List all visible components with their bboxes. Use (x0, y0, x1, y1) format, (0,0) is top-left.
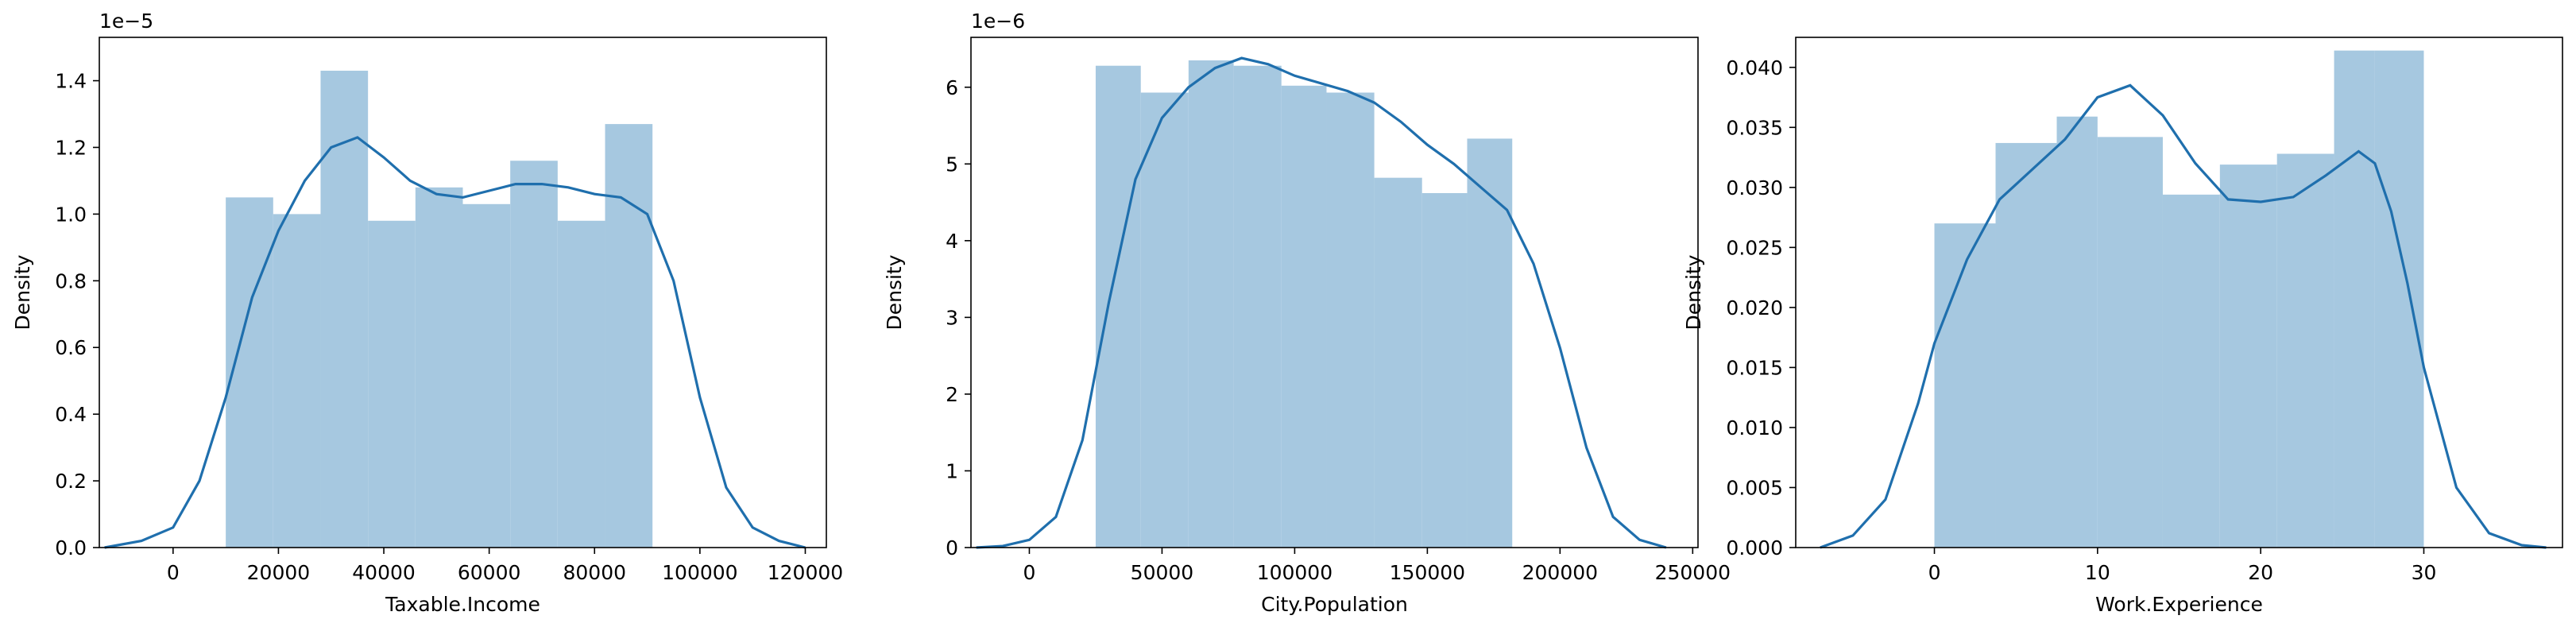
y-tick-label: 0.0 (55, 536, 87, 559)
histogram-bar (1326, 92, 1375, 548)
y-tick-label: 0.6 (55, 336, 87, 359)
x-axis-label: City.Population (1261, 593, 1408, 616)
histogram-bar (1281, 85, 1327, 548)
axes-frame (1795, 37, 2563, 548)
y-tick-label: 0.015 (1726, 356, 1783, 379)
y-tick-label: 0.4 (55, 403, 87, 426)
y-tick-label: 0.2 (55, 470, 87, 493)
panel-work-experience: 0 10 20 30 0.000 0.005 0.010 0.015 0.020 0.025 0.0… (1682, 37, 2563, 616)
histogram-bar (2162, 194, 2220, 548)
x-tick-label: 20 (2248, 561, 2273, 584)
x-tick-label: 120000 (768, 561, 843, 584)
y-offset-label: 1e−6 (971, 10, 1025, 33)
y-tick-label: 0.020 (1726, 296, 1783, 319)
x-tick-label: 100000 (1257, 561, 1332, 584)
histogram-bar (2276, 153, 2334, 548)
y-tick-label: 3 (946, 306, 958, 329)
x-tick-label: 250000 (1655, 561, 1731, 584)
x-tick-label: 20000 (247, 561, 311, 584)
y-tick-label: 0.8 (55, 269, 87, 292)
histogram-bar (2374, 50, 2424, 548)
y-tick-label: 5 (946, 153, 958, 176)
histogram-bar (2334, 50, 2375, 548)
histogram-bar (1095, 65, 1141, 548)
x-tick-label: 30 (2412, 561, 2437, 584)
histogram-bar (1934, 223, 1996, 548)
y-tick-label: 0.035 (1726, 116, 1783, 139)
histogram-bar (1374, 177, 1422, 548)
histogram-bar (1233, 65, 1282, 548)
panel-city-population: 0 50000 100000 150000 200000 250000 0 1 2 3 4 5 6 Cit… (883, 10, 1731, 616)
y-tick-label: 4 (946, 230, 958, 253)
x-tick-label: 40000 (352, 561, 416, 584)
y-axis-label: Density (1682, 254, 1705, 330)
x-tick-label: 0 (167, 561, 180, 584)
x-tick-label: 200000 (1522, 561, 1598, 584)
y-tick-label: 0.040 (1726, 56, 1783, 79)
y-tick-label: 0 (946, 536, 958, 559)
x-tick-label: 80000 (563, 561, 626, 584)
histogram-bar (2056, 116, 2098, 548)
histogram-bar (462, 203, 511, 548)
histogram-bar (1140, 92, 1189, 548)
histogram-bar (2219, 165, 2277, 548)
axes-frame (99, 37, 827, 548)
y-tick-label: 0.030 (1726, 176, 1783, 199)
x-tick-label: 60000 (458, 561, 521, 584)
histogram-bar (510, 161, 558, 548)
histogram-bar (1421, 192, 1468, 548)
y-tick-label: 0.010 (1726, 416, 1783, 439)
panel-taxable-income: 0 20000 40000 60000 80000 100000 120000 0.0 0.2 0… (11, 10, 843, 616)
x-tick-label: 100000 (662, 561, 737, 584)
kde-curve (976, 56, 1667, 549)
histogram-bar (415, 187, 463, 548)
y-tick-label: 0.005 (1726, 476, 1783, 499)
y-tick-label: 0.000 (1726, 536, 1783, 559)
y-offset-label: 1e−5 (99, 10, 153, 33)
y-tick-label: 2 (946, 383, 958, 406)
x-tick-label: 50000 (1131, 561, 1194, 584)
histogram-bar (1995, 142, 2057, 548)
histogram-bar (1467, 138, 1513, 548)
kde-curve (104, 136, 806, 549)
histogram-bar (226, 197, 273, 548)
histogram-bar (2097, 137, 2163, 548)
histogram-bar (557, 220, 605, 548)
y-tick-label: 0.025 (1726, 236, 1783, 259)
x-axis-label: Taxable.Income (385, 593, 540, 616)
histogram-bar (368, 220, 416, 548)
x-tick-label: 150000 (1390, 561, 1465, 584)
y-axis-label: Density (883, 254, 906, 330)
x-tick-label: 0 (1928, 561, 1941, 584)
y-tick-label: 1 (946, 459, 958, 482)
y-tick-label: 1.2 (55, 136, 87, 159)
y-axis-label: Density (11, 254, 34, 330)
histogram-bar (1188, 60, 1234, 548)
x-axis-label: Work.Experience (2095, 593, 2263, 616)
x-tick-label: 10 (2085, 561, 2110, 584)
histogram-bar (605, 124, 653, 548)
y-tick-label: 6 (946, 76, 958, 99)
kde-curve (1820, 83, 2547, 549)
histogram-bar (273, 214, 321, 548)
axes-frame (970, 37, 1699, 548)
y-tick-label: 1.0 (55, 203, 87, 226)
x-tick-label: 0 (1023, 561, 1036, 584)
y-tick-label: 1.4 (55, 70, 87, 93)
